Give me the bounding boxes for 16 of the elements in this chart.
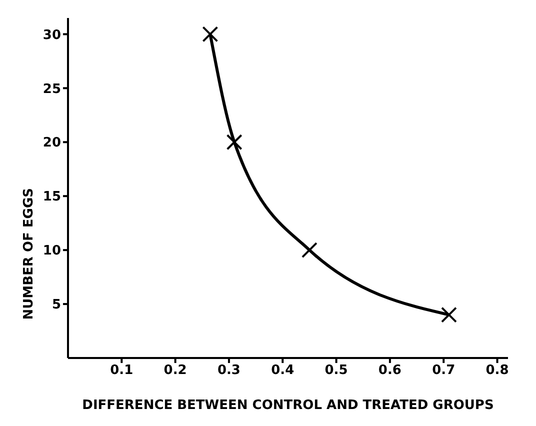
y-tick-label: 30 (42, 28, 61, 43)
x-tick-label: 0.7 (432, 363, 456, 378)
y-tick-label: 25 (42, 82, 61, 97)
y-axis-title: NUMBER OF EGGS (22, 188, 37, 320)
y-tick-label: 15 (42, 190, 61, 205)
x-tick-label: 0.1 (110, 363, 134, 378)
y-tick-label: 10 (42, 244, 61, 259)
y-tick-label: 5 (52, 298, 61, 313)
x-tick-label: 0.3 (217, 363, 240, 378)
x-tick-label: 0.4 (271, 363, 294, 378)
x-tick-label: 0.6 (378, 363, 402, 378)
x-axis-title: DIFFERENCE BETWEEN CONTROL AND TREATED GROUPS (82, 398, 494, 414)
x-tick-label: 0.2 (164, 363, 187, 378)
y-tick-label: 20 (42, 136, 61, 151)
x-tick-label: 0.5 (324, 363, 348, 378)
x-tick-label: 0.8 (486, 363, 509, 378)
